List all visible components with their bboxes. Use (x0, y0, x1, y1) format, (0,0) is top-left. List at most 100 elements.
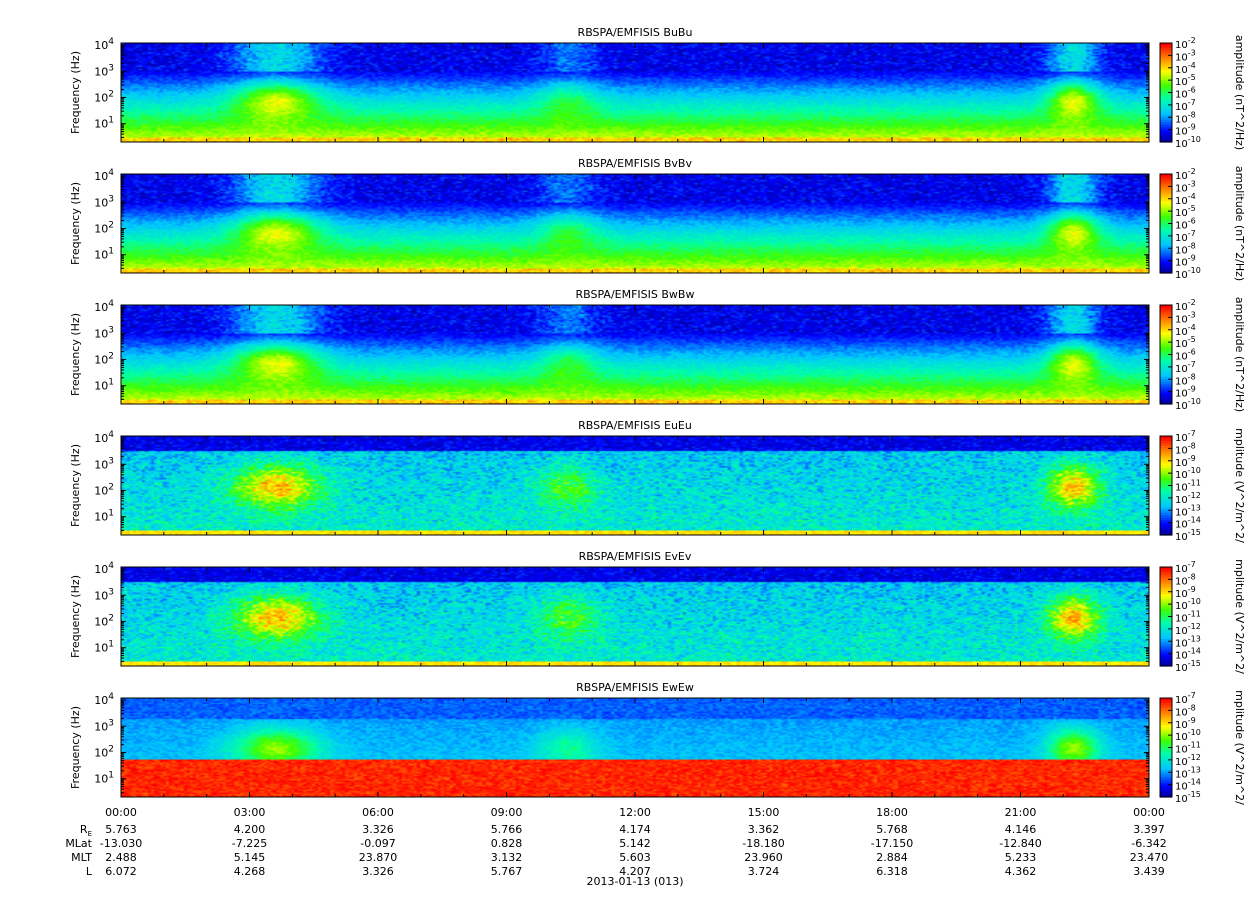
spectrogram-image (121, 698, 1149, 797)
colorbar-swatch (1160, 216, 1172, 220)
colorbar-tick-label: 10-7 (1175, 229, 1196, 244)
ephemeris-value: 5.767 (491, 865, 523, 878)
colorbar-swatch (1160, 611, 1172, 615)
colorbar-swatch (1160, 497, 1172, 501)
colorbar-swatch (1160, 70, 1172, 74)
colorbar-swatch (1160, 196, 1172, 200)
y-tick-label: 102 (94, 482, 114, 497)
panel-6: RBSPA/EMFISIS EwEw Frequency (Hz) 101 102 10… (69, 681, 1246, 805)
colorbar-swatch (1160, 104, 1172, 108)
colorbar-tick-label: 10-9 (1175, 254, 1196, 269)
colorbar-swatch (1160, 616, 1172, 620)
colorbar-swatch (1160, 727, 1172, 731)
y-tick-label: 101 (94, 247, 114, 262)
colorbar-swatch (1160, 114, 1172, 118)
colorbar-swatch (1160, 453, 1172, 457)
colorbar-swatch (1160, 507, 1172, 511)
y-tick-label: 101 (94, 378, 114, 393)
ephemeris-value: 5.763 (105, 823, 137, 836)
ephemeris-value: -17.150 (871, 837, 913, 850)
colorbar-tick-label: 10-2 (1175, 36, 1196, 51)
spectrogram-image (121, 174, 1149, 273)
colorbar-swatch (1160, 730, 1172, 734)
colorbar-swatch (1160, 712, 1172, 716)
panel-4: RBSPA/EMFISIS EuEu Frequency (Hz) 101 102 10… (69, 419, 1246, 543)
y-tick-label: 104 (94, 37, 114, 52)
colorbar-swatch (1160, 265, 1172, 269)
colorbar-swatch (1160, 401, 1172, 405)
colorbar-tick-label: 10-5 (1175, 73, 1196, 88)
colorbar-swatch (1160, 614, 1172, 618)
colorbar-swatch (1160, 94, 1172, 99)
ephemeris-value: 4.362 (1005, 865, 1037, 878)
spectrogram-image (121, 305, 1149, 404)
colorbar-swatch (1160, 579, 1172, 583)
colorbar-tick-label: 10-3 (1175, 310, 1196, 325)
colorbar-swatch (1160, 638, 1172, 642)
y-tick-label: 103 (94, 325, 114, 340)
colorbar-swatch (1160, 374, 1172, 378)
y-tick-label: 103 (94, 587, 114, 602)
colorbar-swatch (1160, 361, 1172, 365)
colorbar-swatch (1160, 307, 1172, 311)
colorbar-swatch (1160, 631, 1172, 635)
colorbar-label: mplitude (V^2/m^2/ (1233, 690, 1246, 805)
ephemeris-value: 4.268 (234, 865, 266, 878)
colorbar-swatch (1160, 203, 1172, 207)
colorbar-tick-label: 10-10 (1175, 266, 1201, 281)
colorbar-tick-label: 10-3 (1175, 179, 1196, 194)
colorbar-swatch (1160, 700, 1172, 704)
colorbar-swatch (1160, 87, 1172, 91)
colorbar-swatch (1160, 319, 1172, 323)
colorbar-swatch (1160, 349, 1172, 353)
colorbar-swatch (1160, 339, 1172, 343)
colorbar-swatch (1160, 55, 1172, 59)
colorbar-swatch (1160, 737, 1172, 741)
colorbar-swatch (1160, 510, 1172, 514)
colorbar-swatch (1160, 448, 1172, 452)
colorbar-swatch (1160, 512, 1172, 516)
colorbar-swatch (1160, 515, 1172, 519)
colorbar-swatch (1160, 698, 1172, 702)
colorbar-swatch (1160, 636, 1172, 640)
colorbar-swatch (1160, 762, 1172, 766)
colorbar-swatch (1160, 364, 1172, 368)
colorbar-swatch (1160, 391, 1172, 395)
y-tick-label: 104 (94, 561, 114, 576)
colorbar-swatch (1160, 495, 1172, 499)
colorbar-swatch (1160, 520, 1172, 524)
colorbar-swatch (1160, 327, 1172, 331)
date-label: 2013-01-13 (013) (586, 875, 683, 888)
colorbar-swatch (1160, 250, 1172, 254)
colorbar-tick-label: 10-6 (1175, 86, 1196, 101)
colorbar-swatch (1160, 440, 1172, 445)
ephemeris-value: 3.132 (491, 851, 523, 864)
x-tick-label: 03:00 (234, 806, 266, 819)
spectrogram-image (121, 436, 1149, 535)
colorbar-tick-label: 10-5 (1175, 335, 1196, 350)
colorbar-tick-label: 10-11 (1175, 741, 1201, 756)
colorbar-tick-label: 10-15 (1175, 528, 1201, 543)
colorbar-swatch (1160, 124, 1172, 128)
colorbar-swatch (1160, 191, 1172, 195)
panel-title: RBSPA/EMFISIS BvBv (578, 157, 692, 170)
colorbar-swatch (1160, 725, 1172, 729)
colorbar-swatch (1160, 107, 1172, 111)
colorbar-swatch (1160, 67, 1172, 71)
colorbar-swatch (1160, 742, 1172, 746)
y-tick-label: 103 (94, 456, 114, 471)
colorbar-tick-label: 10-6 (1175, 217, 1196, 232)
colorbar-swatch (1160, 82, 1172, 86)
colorbar-swatch (1160, 305, 1172, 309)
colorbar-tick-label: 10-9 (1175, 716, 1196, 731)
colorbar-tick-label: 10-12 (1175, 753, 1201, 768)
y-tick-label: 102 (94, 351, 114, 366)
colorbar-swatch (1160, 211, 1172, 215)
colorbar-swatch (1160, 354, 1172, 358)
colorbar-swatch (1160, 500, 1172, 504)
x-tick-label: 06:00 (362, 806, 394, 819)
colorbar-swatch (1160, 794, 1172, 798)
y-tick-label: 101 (94, 116, 114, 131)
colorbar-tick-label: 10-8 (1175, 703, 1196, 718)
